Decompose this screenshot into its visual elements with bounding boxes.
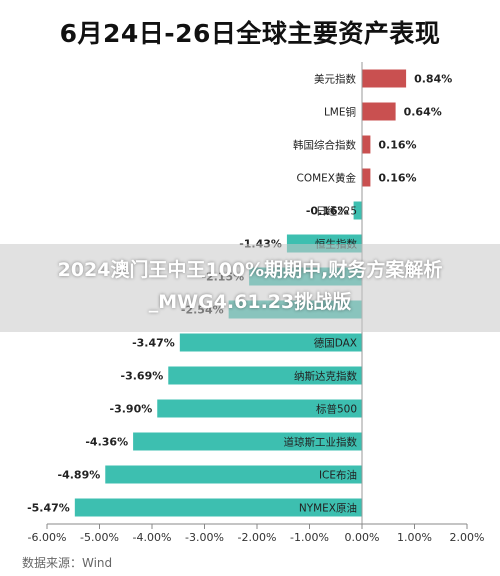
category-label: 纳斯达克指数 xyxy=(294,370,357,383)
category-label: 德国DAX xyxy=(314,337,357,350)
category-label: LME铜 xyxy=(324,107,356,119)
bar xyxy=(353,201,362,220)
bar xyxy=(179,333,362,352)
data-label: 0.16% xyxy=(378,172,416,185)
data-label: -4.36% xyxy=(85,436,128,449)
category-label: 美元指数 xyxy=(314,73,356,86)
data-label: 0.64% xyxy=(404,106,442,119)
watermark-text: 2024澳门王中王100%期期中,财务方案解析_MWG4.61.23挑战版 xyxy=(57,259,443,313)
category-label: ICE布油 xyxy=(319,469,357,482)
category-label: 标普500 xyxy=(316,403,357,416)
x-tick-label: -4.00% xyxy=(133,531,172,544)
category-label: NYMEX原油 xyxy=(299,502,357,515)
chart-title: 6月24日-26日全球主要资产表现 xyxy=(59,19,441,48)
data-label: 0.16% xyxy=(378,139,416,152)
bar xyxy=(362,135,371,154)
bar xyxy=(362,168,371,187)
bar xyxy=(133,432,362,451)
x-tick-label: -3.00% xyxy=(185,531,224,544)
data-label: -3.90% xyxy=(110,403,153,416)
bar xyxy=(362,102,396,121)
bar xyxy=(157,399,362,418)
category-label: 韩国综合指数 xyxy=(293,139,356,152)
x-tick-label: 2.00% xyxy=(450,531,485,544)
category-label: 道琼斯工业指数 xyxy=(284,436,358,449)
data-label: -5.47% xyxy=(27,502,70,515)
bar xyxy=(362,69,407,88)
x-tick-label: -6.00% xyxy=(28,531,67,544)
x-tick-label: 1.00% xyxy=(397,531,432,544)
data-label: 0.84% xyxy=(414,73,452,86)
category-label: COMEX黄金 xyxy=(297,172,357,185)
bar xyxy=(74,498,362,517)
x-tick-label: -1.00% xyxy=(290,531,329,544)
bar xyxy=(168,366,362,385)
data-source: 数据来源：Wind xyxy=(22,556,113,570)
bar xyxy=(105,465,363,484)
watermark-banner xyxy=(0,244,500,332)
data-label: -4.89% xyxy=(58,469,101,482)
category-label: 日经225 xyxy=(316,205,357,218)
x-tick-label: -5.00% xyxy=(80,531,119,544)
data-label: -3.47% xyxy=(132,337,175,350)
x-tick-label: -2.00% xyxy=(238,531,277,544)
x-tick-label: 0.00% xyxy=(345,531,380,544)
data-label: -3.69% xyxy=(121,370,164,383)
data-label: -0.16% xyxy=(306,205,349,218)
